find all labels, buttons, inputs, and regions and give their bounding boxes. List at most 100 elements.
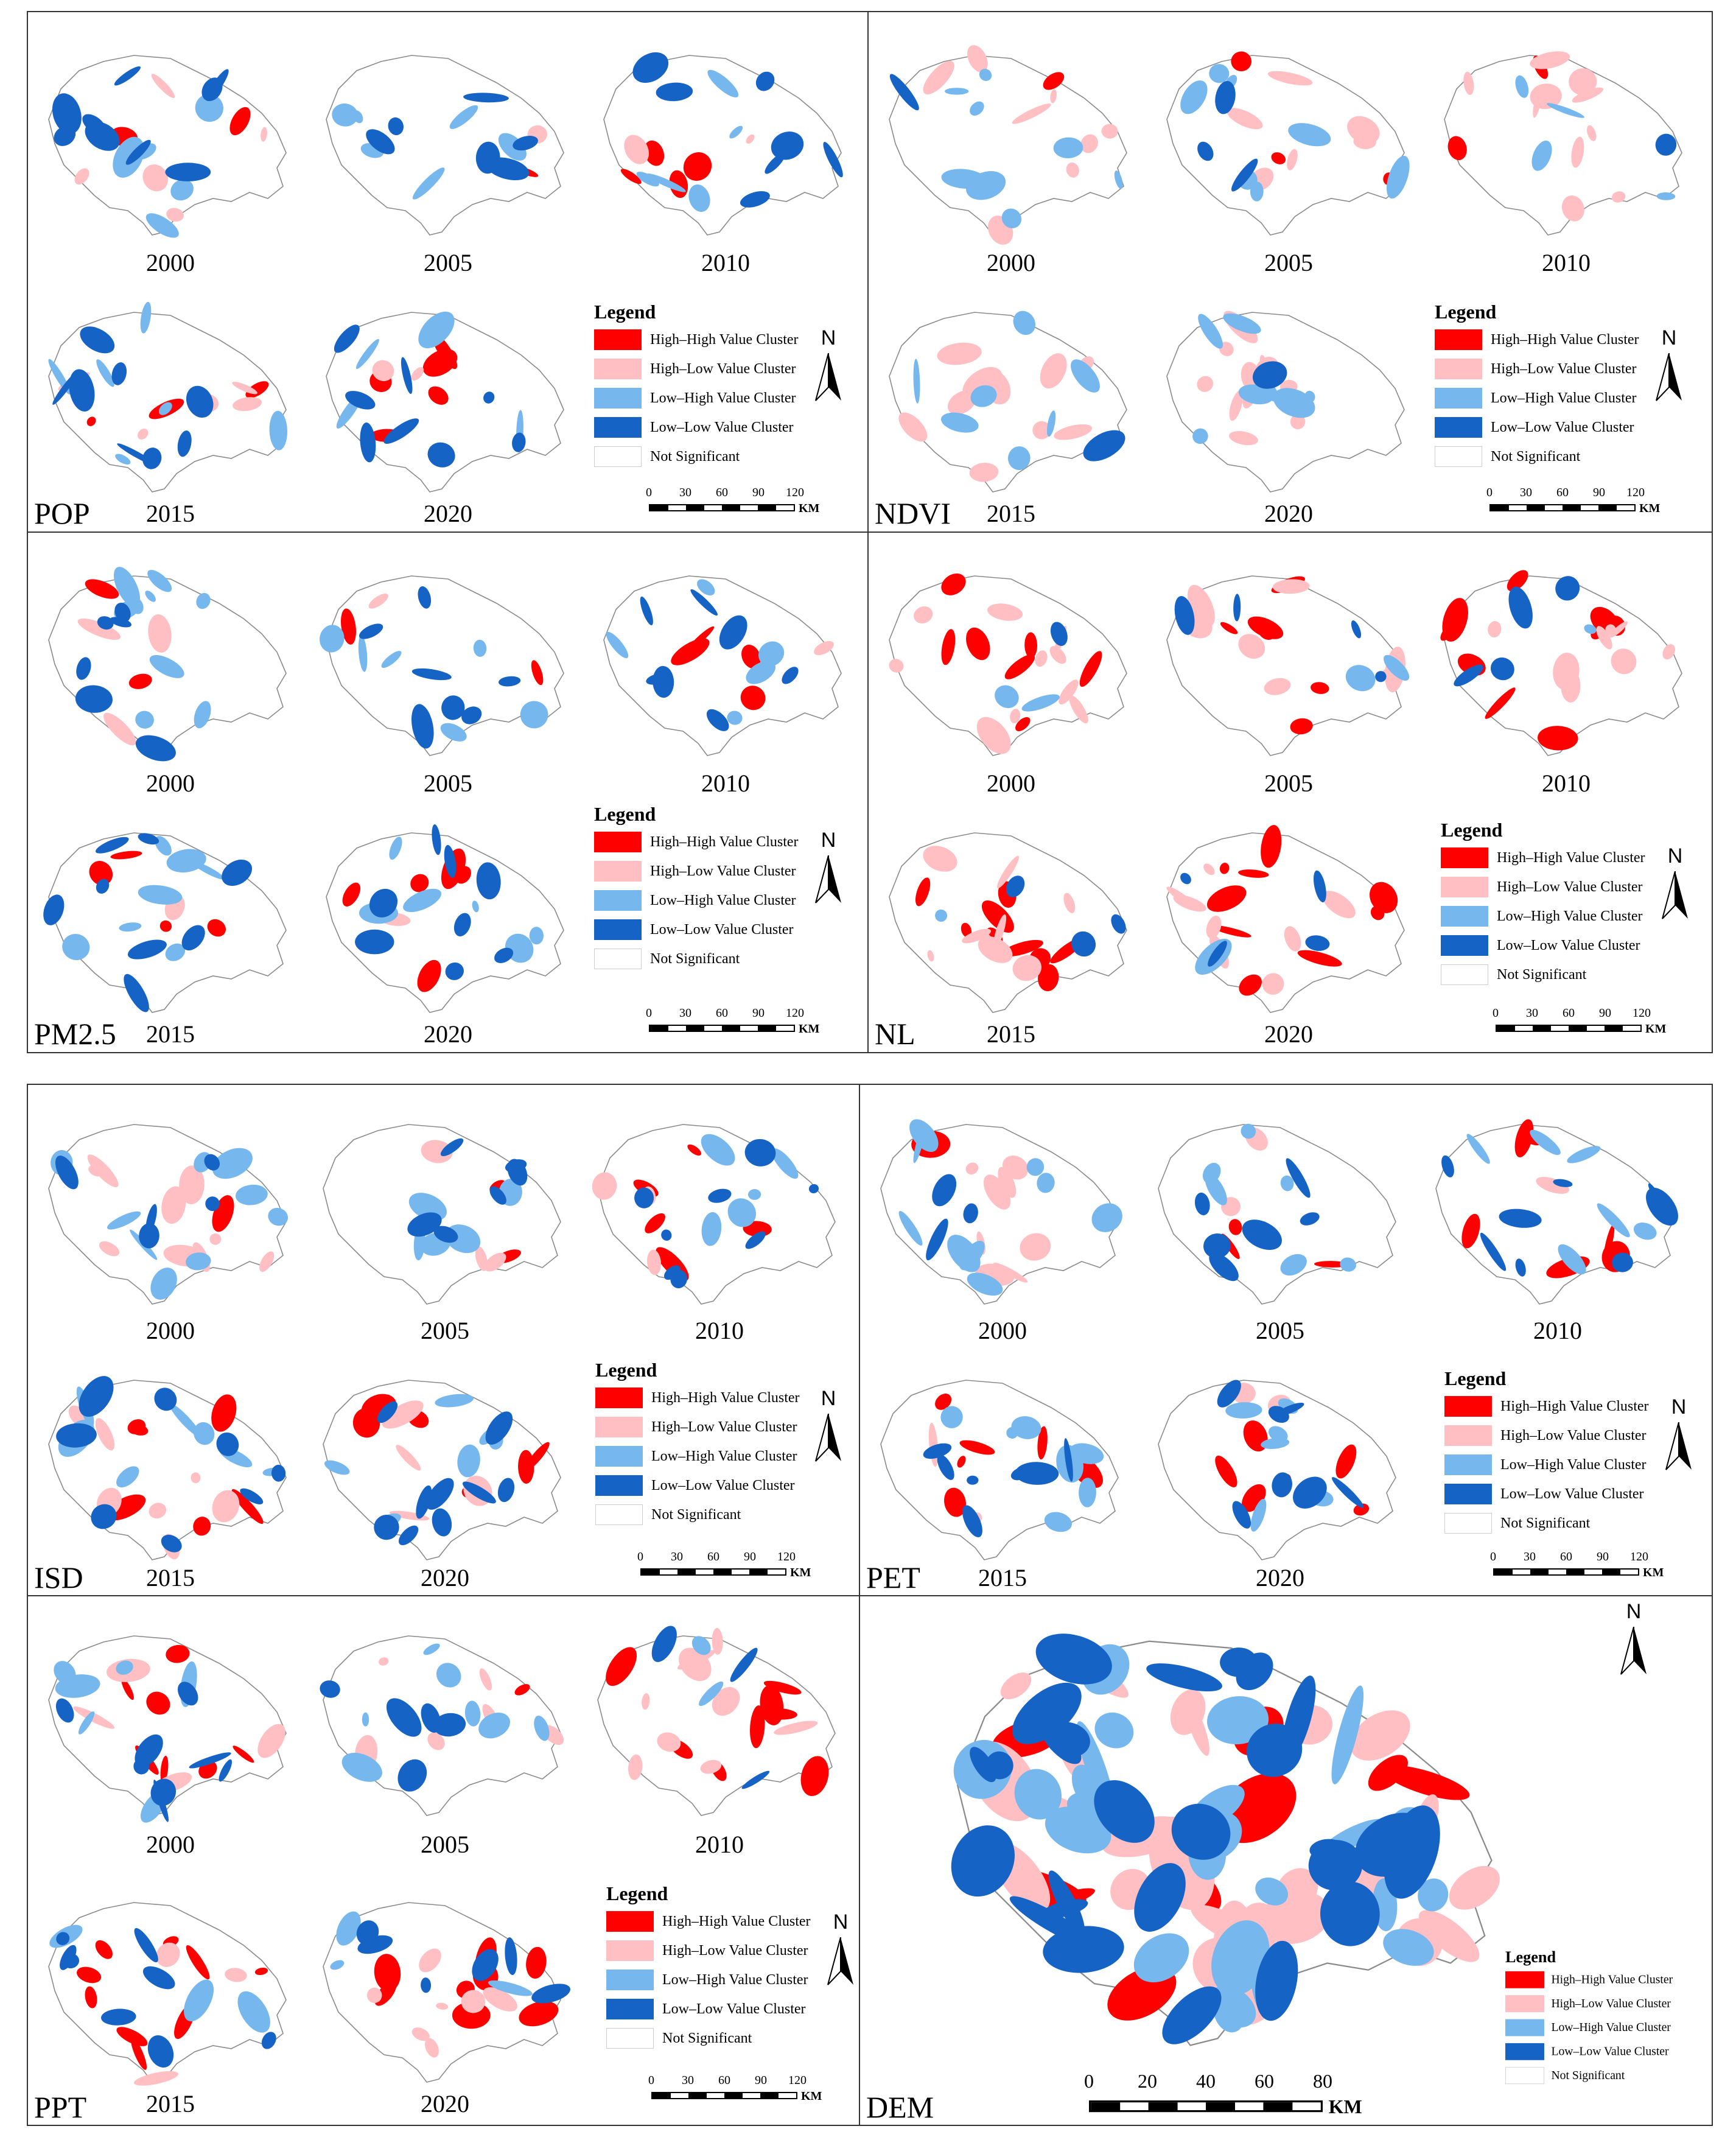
cluster-high-high: [86, 416, 96, 426]
legend-item: High–Low Value Cluster: [595, 1412, 839, 1442]
cluster-low-high: [440, 723, 467, 742]
cluster-low-low: [1111, 914, 1126, 934]
map-pop-2000: [48, 55, 287, 238]
cluster-low-high: [688, 184, 710, 212]
scale-unit: KM: [799, 1022, 820, 1036]
legend-item: Low–High Value Cluster: [595, 1442, 839, 1471]
cluster-low-low: [127, 939, 167, 959]
region-outline: [880, 1124, 1119, 1305]
cluster-low-low: [1272, 1472, 1293, 1498]
cluster-high-high: [231, 1489, 264, 1524]
cluster-low-low: [52, 93, 82, 135]
legend-swatch: [1441, 906, 1488, 927]
legend-label: Low–Low Value Cluster: [1500, 1486, 1644, 1502]
cluster-high-low: [411, 367, 424, 381]
cluster-low-high: [464, 1700, 481, 1727]
legend-swatch: [1441, 935, 1488, 956]
legend-item: Not Significant: [594, 442, 838, 471]
cluster-low-low: [923, 1443, 952, 1459]
cluster-low-low: [165, 163, 211, 181]
north-label: N: [1626, 1600, 1642, 1623]
legend-item: Low–Low Value Cluster: [595, 1471, 839, 1500]
cluster-low-high: [898, 1210, 923, 1246]
cluster-high-high: [146, 1691, 170, 1715]
cluster-low-high: [423, 1643, 440, 1655]
legend-swatch: [1441, 964, 1488, 985]
cluster-high-high: [915, 877, 931, 907]
cluster-low-low: [937, 1454, 954, 1480]
cluster-high-high: [1258, 623, 1276, 640]
cluster-low-low: [932, 1174, 957, 1207]
cluster-low-low: [745, 1231, 766, 1249]
cluster-low-high: [135, 710, 154, 729]
cluster-high-high: [1079, 651, 1102, 687]
region-outline: [1166, 832, 1405, 1013]
cluster-low-low: [1293, 1476, 1327, 1509]
scale-unit: KM: [799, 502, 820, 515]
scale-tick: 0: [1490, 1550, 1496, 1563]
year-label: 2020: [1264, 500, 1313, 527]
legend: Legend High–High Value Cluster High–Low Va…: [595, 1356, 839, 1529]
cluster-high-high: [342, 882, 361, 907]
cluster-low-low: [1217, 1380, 1241, 1408]
cluster-high-low: [148, 614, 172, 653]
cluster-low-high: [1046, 410, 1056, 437]
cluster-low-low: [1553, 1179, 1573, 1187]
scale-tick: 30: [1526, 1006, 1538, 1020]
scale-tick: 30: [679, 486, 691, 499]
north-arrow-icon: N: [819, 1910, 862, 1986]
year-label: 2005: [1264, 249, 1313, 276]
legend-label: High–Low Value Cluster: [650, 863, 796, 879]
panel-pm25: 2000 2005 2010 2015 2020 PM2.5 Legend Hig…: [28, 533, 869, 1052]
scale-bar: 0 30 60 90 120 KM: [648, 2074, 822, 2110]
cluster-high-low: [976, 717, 1011, 754]
cluster-low-low: [55, 1156, 79, 1190]
cluster-low-high: [472, 900, 479, 913]
legend-swatch: [1505, 2019, 1544, 2037]
cluster-low-high: [1633, 1223, 1657, 1240]
legend-swatch: [594, 890, 642, 911]
cluster-high-high: [741, 644, 761, 669]
cluster-low-low: [96, 837, 129, 854]
north-label: N: [1667, 844, 1683, 868]
cluster-high-high: [85, 1986, 97, 2008]
cluster-low-low: [505, 1937, 517, 1976]
legend-title: Legend: [1444, 1367, 1507, 1389]
year-label: 2005: [421, 1831, 469, 1858]
cluster-low-low: [823, 142, 843, 178]
cluster-high-low: [1059, 679, 1079, 705]
cluster-high-low: [1536, 1177, 1570, 1194]
cluster-low-low: [1208, 941, 1227, 967]
scale-bar-segments: [640, 1568, 786, 1576]
legend-label: High–Low Value Cluster: [1497, 879, 1643, 895]
cluster-low-low: [690, 589, 718, 616]
cluster-high-low: [257, 1724, 285, 1758]
year-label: 2020: [424, 500, 472, 527]
legend-title: Legend: [606, 1882, 668, 1904]
region-outline: [1158, 1380, 1396, 1560]
cluster-high-low: [700, 1759, 722, 1774]
cluster-high-high: [1024, 632, 1038, 659]
cluster-low-low: [398, 1525, 419, 1546]
map-isd-2015: [48, 1376, 287, 1560]
cluster-low-low: [1320, 1881, 1380, 1946]
cluster-low-low: [463, 93, 509, 103]
scale-bar: 0 30 60 90 120 KM: [637, 1550, 811, 1587]
cluster-low-low: [453, 913, 471, 937]
cluster-low-high: [1180, 80, 1208, 114]
legend-item: Low–Low Value Cluster: [594, 915, 838, 944]
map-nl-2015: [889, 832, 1127, 1013]
cluster-high-low: [1488, 621, 1502, 638]
cluster-high-low: [161, 1186, 186, 1224]
map-nl-2000: [889, 573, 1127, 756]
year-label: 2010: [1533, 1317, 1582, 1344]
scale-bar: 0 30 60 90 120 KM: [646, 486, 820, 522]
cluster-high-low: [372, 360, 394, 382]
cluster-high-high: [233, 1745, 254, 1763]
north-arrow-shape: [1665, 1422, 1692, 1470]
cluster-high-high: [1231, 51, 1251, 72]
cluster-high-low: [166, 208, 184, 222]
cluster-high-high: [1297, 950, 1342, 967]
north-arrow-icon: N: [1657, 1395, 1700, 1471]
panel-ndvi: 2000 2005 2010 2015 2020 NDVI Legend High…: [869, 12, 1712, 533]
